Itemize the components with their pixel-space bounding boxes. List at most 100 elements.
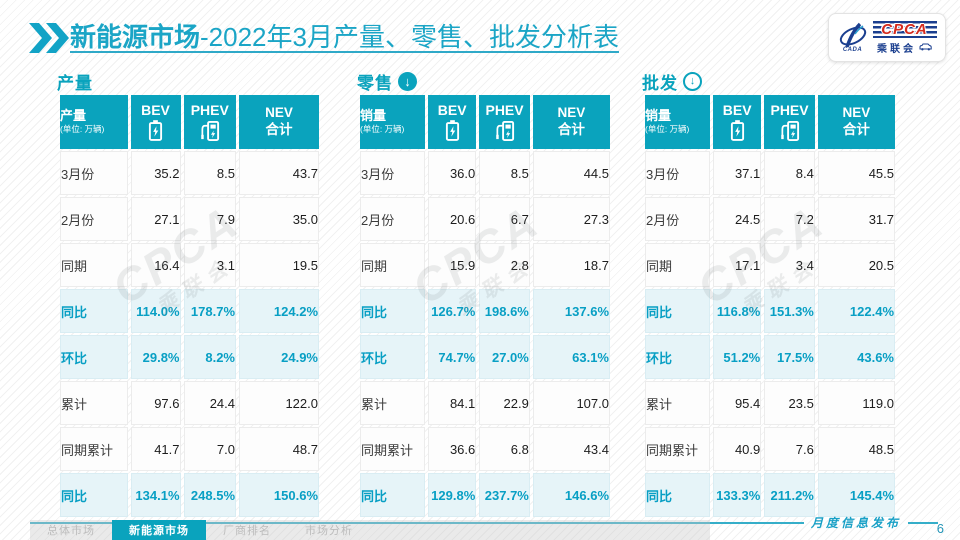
data-table: 销量 (单位: 万辆) BEV	[357, 93, 613, 519]
cell-value: 8.4	[764, 151, 815, 195]
row-label: 环比	[360, 335, 426, 379]
row-label: 2月份	[645, 197, 711, 241]
section-title: 零售	[357, 73, 393, 93]
table-row: 同比 134.1% 248.5% 150.6%	[60, 473, 319, 517]
row-label: 同期累计	[360, 427, 426, 471]
unit-label: 销量	[645, 108, 672, 124]
cell-value: 43.6%	[817, 335, 895, 379]
cpca-logo-text: CPCA	[881, 20, 928, 38]
unit-sublabel: (单位: 万辆)	[645, 124, 690, 135]
row-label: 同期	[60, 243, 128, 287]
cell-value: 24.5	[713, 197, 762, 241]
cell-value: 17.1	[713, 243, 762, 287]
footer-line-right	[908, 521, 938, 524]
cell-value: 8.2%	[183, 335, 236, 379]
table-row: 环比 74.7% 27.0% 63.1%	[360, 335, 610, 379]
phev-column-label: PHEV	[485, 102, 524, 119]
page-title: 新能源市场-2022年3月产量、零售、批发分析表	[70, 17, 619, 54]
charger-icon	[495, 120, 514, 141]
cell-value: 27.1	[130, 197, 181, 241]
footer-tab[interactable]: 总体市场	[47, 525, 95, 537]
cell-value: 211.2%	[764, 473, 815, 517]
nev-column-label: NEV	[557, 105, 586, 121]
cell-value: 27.3	[532, 197, 610, 241]
bev-column-label: BEV	[722, 102, 752, 119]
footer-tab[interactable]: 厂商排名	[223, 525, 271, 537]
cell-value: 51.2%	[713, 335, 762, 379]
table-row: 同比 126.7% 198.6% 137.6%	[360, 289, 610, 333]
phev-header-cell: PHEV	[764, 95, 815, 149]
cpca-logo: CADA CPCA 乘联会	[828, 13, 946, 62]
row-label: 累计	[645, 381, 711, 425]
cell-value: 3.1	[183, 243, 236, 287]
table-row: 3月份 36.0 8.5 44.5	[360, 151, 610, 195]
table-row: 同比 116.8% 151.3% 122.4%	[645, 289, 895, 333]
table-row: 2月份 24.5 7.2 31.7	[645, 197, 895, 241]
cell-value: 15.9	[428, 243, 477, 287]
table-header-row: 销量 (单位: 万辆) BEV	[360, 95, 610, 149]
cell-value: 114.0%	[130, 289, 181, 333]
cell-value: 27.0%	[479, 335, 530, 379]
table-row: 累计 84.1 22.9 107.0	[360, 381, 610, 425]
data-table: 产量 (单位: 万辆) BEV	[57, 93, 322, 519]
section-title: 批发	[642, 73, 678, 93]
bev-header-cell: BEV	[130, 95, 181, 149]
cell-value: 48.7	[239, 427, 319, 471]
cell-value: 16.4	[130, 243, 181, 287]
footer-tab[interactable]: 市场分析	[305, 525, 353, 537]
cell-value: 20.6	[428, 197, 477, 241]
nev-column-sublabel: 合计	[557, 122, 585, 137]
footer-tab[interactable]: 新能源市场	[112, 520, 206, 540]
cell-value: 116.8%	[713, 289, 762, 333]
cell-value: 36.0	[428, 151, 477, 195]
phev-column-label: PHEV	[770, 102, 809, 119]
cell-value: 122.0	[239, 381, 319, 425]
unit-header-cell: 产量 (单位: 万辆)	[60, 95, 128, 149]
cell-value: 63.1%	[532, 335, 610, 379]
table-row: 同期累计 40.9 7.6 48.5	[645, 427, 895, 471]
unit-sublabel: (单位: 万辆)	[360, 124, 405, 135]
cpca-stripes: CPCA	[872, 20, 937, 38]
car-icon	[919, 43, 932, 51]
row-label: 环比	[645, 335, 711, 379]
cell-value: 84.1	[428, 381, 477, 425]
cell-value: 129.8%	[428, 473, 477, 517]
cpca-swoosh-icon: CADA	[838, 22, 868, 53]
nev-column-sublabel: 合计	[842, 122, 870, 137]
phev-header-cell: PHEV	[183, 95, 236, 149]
cell-value: 8.5	[479, 151, 530, 195]
table-row: 同期 15.9 2.8 18.7	[360, 243, 610, 287]
unit-label: 销量	[360, 108, 387, 124]
cell-value: 124.2%	[239, 289, 319, 333]
cell-value: 35.0	[239, 197, 319, 241]
battery-icon	[445, 119, 459, 141]
table-header-row: 产量 (单位: 万辆) BEV	[60, 95, 319, 149]
row-label: 累计	[360, 381, 426, 425]
row-label: 累计	[60, 381, 128, 425]
cell-value: 178.7%	[183, 289, 236, 333]
release-label: 月度信息发布	[810, 516, 901, 530]
table-row: 3月份 37.1 8.4 45.5	[645, 151, 895, 195]
cell-value: 45.5	[817, 151, 895, 195]
double-chevron-icon	[29, 23, 69, 53]
row-label: 同比	[645, 473, 711, 517]
down-arrow-icon	[683, 71, 702, 91]
cell-value: 95.4	[713, 381, 762, 425]
unit-header-cell: 销量 (单位: 万辆)	[360, 95, 426, 149]
cell-value: 19.5	[239, 243, 319, 287]
cell-value: 48.5	[817, 427, 895, 471]
table-row: 2月份 27.1 7.9 35.0	[60, 197, 319, 241]
cell-value: 44.5	[532, 151, 610, 195]
cell-value: 145.4%	[817, 473, 895, 517]
row-label: 3月份	[645, 151, 711, 195]
cell-value: 151.3%	[764, 289, 815, 333]
cell-value: 24.4	[183, 381, 236, 425]
cell-value: 97.6	[130, 381, 181, 425]
cell-value: 20.5	[817, 243, 895, 287]
cell-value: 3.4	[764, 243, 815, 287]
table-row: 环比 51.2% 17.5% 43.6%	[645, 335, 895, 379]
cell-value: 134.1%	[130, 473, 181, 517]
table-row: 同比 114.0% 178.7% 124.2%	[60, 289, 319, 333]
table-row: 同期 16.4 3.1 19.5	[60, 243, 319, 287]
data-table: 销量 (单位: 万辆) BEV	[642, 93, 898, 519]
